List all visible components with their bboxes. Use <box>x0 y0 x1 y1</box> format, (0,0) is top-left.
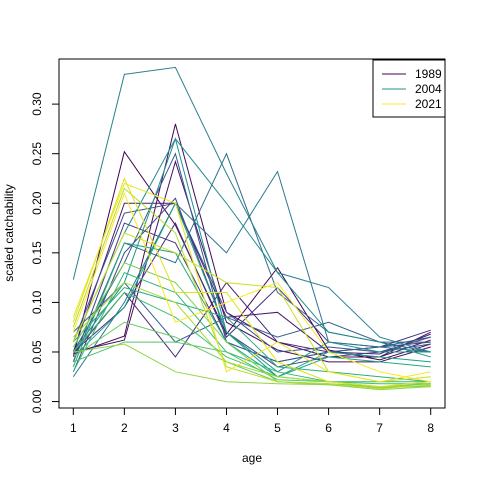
legend-label: 2021 <box>415 97 442 111</box>
series-line-24 <box>72 262 431 389</box>
series-line-29 <box>72 177 431 388</box>
series-line-3 <box>73 159 431 363</box>
x-tick-label: 8 <box>427 421 434 435</box>
x-tick-label: 1 <box>70 421 77 435</box>
series-line-18 <box>72 242 431 378</box>
x-tick-label: 2 <box>121 421 128 435</box>
y-tick-label: 0.30 <box>30 92 44 116</box>
series-line-31 <box>72 191 431 383</box>
legend-label: 2004 <box>415 82 442 96</box>
x-tick-label: 5 <box>274 421 281 435</box>
y-tick-label: 0.10 <box>30 290 44 314</box>
series-line-16 <box>72 137 431 373</box>
series-line-25 <box>73 343 431 391</box>
x-axis: 1 2 3 4 5 6 7 8 <box>70 408 434 435</box>
series-line-9 <box>72 202 431 353</box>
series-line-1 <box>72 150 431 361</box>
x-axis-title: age <box>242 451 262 465</box>
y-axis-title: scaled catchability <box>2 184 16 281</box>
plot-frame <box>58 58 446 409</box>
series-line-15 <box>72 137 431 358</box>
series-line-14 <box>72 66 431 353</box>
series-line-27 <box>72 187 431 390</box>
x-tick-label: 4 <box>223 421 230 435</box>
series-line-30 <box>72 182 431 383</box>
legend-label: 1989 <box>415 67 442 81</box>
series-line-21 <box>72 291 431 385</box>
series-layer <box>72 66 431 391</box>
y-tick-label: 0.15 <box>30 241 44 265</box>
x-tick-label: 7 <box>376 421 383 435</box>
y-tick-label: 0.20 <box>30 191 44 215</box>
y-tick-label: 0.25 <box>30 142 44 166</box>
y-tick-label: 0.05 <box>30 340 44 364</box>
series-line-19 <box>72 286 431 383</box>
x-tick-label: 6 <box>325 421 332 435</box>
y-axis: 0.00 0.05 0.10 0.15 0.20 0.25 0.30 <box>30 92 59 413</box>
x-tick-label: 3 <box>172 421 179 435</box>
y-tick-label: 0.00 <box>30 390 44 414</box>
